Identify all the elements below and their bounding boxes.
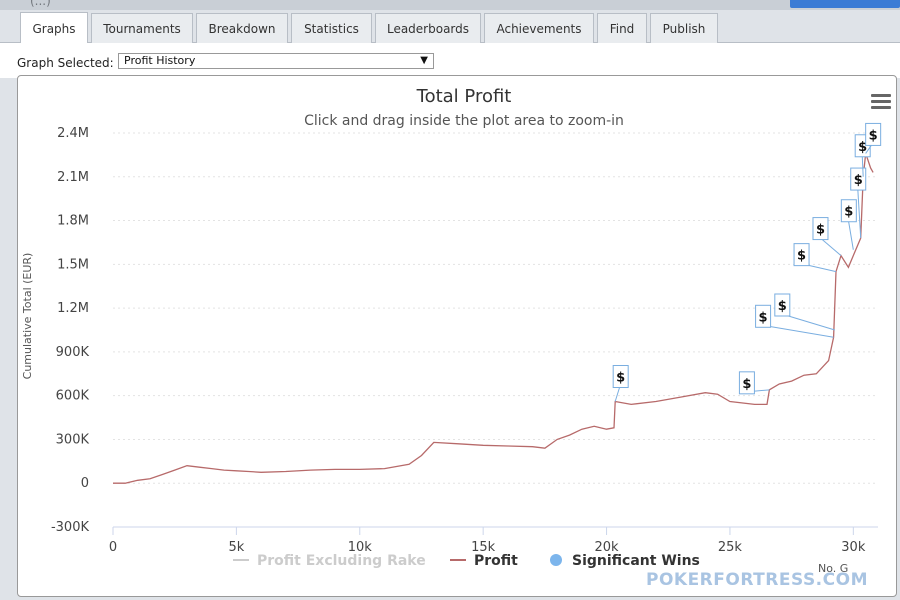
flag-box (755, 304, 772, 328)
y-axis-label: Cumulative Total (EUR) (21, 253, 34, 380)
legend-label: Profit Excluding Rake (257, 553, 426, 569)
series-line-profit (113, 153, 874, 484)
flag-box (774, 293, 791, 317)
x-tick-label: 25k (718, 540, 743, 555)
graph-selector-row: Graph Selected: Profit History ▼ (0, 43, 900, 78)
flag-box (793, 243, 810, 267)
tab-publish[interactable]: Publish (650, 13, 718, 43)
flag-label: $ (759, 310, 768, 325)
watermark-text: POKERFORTRESS.COM (645, 570, 868, 590)
legend-item[interactable]: Profit (450, 553, 518, 569)
significant-win-flag[interactable]: $ (755, 304, 834, 338)
flag-connector (819, 237, 842, 256)
significant-win-flag[interactable]: $ (612, 365, 629, 402)
flag-label: $ (854, 173, 863, 188)
flag-label: $ (844, 205, 853, 220)
tab-breakdown[interactable]: Breakdown (196, 13, 288, 43)
y-tick-label: 900K (56, 345, 90, 360)
y-axis-ticks: 2.4M 2.1M 1.8M 1.5M 1.2M 900K 600K 300K 0 -300K (51, 126, 90, 535)
flag-connector (857, 188, 862, 239)
tab-find[interactable]: Find (597, 13, 647, 43)
y-tick-label: 1.2M (57, 301, 89, 316)
legend-label: Profit (474, 553, 518, 569)
significant-win-flag[interactable]: $ (850, 167, 867, 239)
graph-select-dropdown[interactable]: Profit History ▼ (118, 53, 434, 69)
tab-statistics[interactable]: Statistics (291, 13, 372, 43)
chart-container: Total Profit Click and drag inside the p… (17, 75, 897, 597)
tab-leaderboards[interactable]: Leaderboards (375, 13, 481, 43)
chart-title: Total Profit (416, 86, 512, 107)
flag-box (865, 122, 882, 146)
x-tick-label: 0 (109, 540, 117, 555)
flag-box (850, 167, 867, 191)
x-tick-label: 5k (228, 540, 244, 555)
flag-connector (762, 324, 834, 338)
x-axis-label: No. G (818, 562, 848, 575)
y-tick-label: 2.4M (57, 126, 89, 141)
significant-win-flag[interactable]: $ (774, 293, 835, 331)
flag-connector (614, 385, 621, 402)
y-tick-label: 0 (81, 476, 89, 491)
legend-item[interactable]: Profit Excluding Rake (233, 553, 426, 569)
significant-win-flag[interactable]: $ (840, 199, 857, 250)
flag-label: $ (616, 371, 625, 386)
flag-connector (861, 154, 864, 177)
chart-legend: Profit Excluding Rake Profit Significant W… (233, 553, 700, 569)
y-tick-label: -300K (51, 520, 90, 535)
x-tick-label: 10k (348, 540, 373, 555)
graph-selected-label: Graph Selected: (17, 56, 114, 70)
header-action-button[interactable] (790, 0, 900, 8)
significant-win-flag[interactable]: $ (865, 122, 882, 154)
significant-win-flag[interactable]: $ (738, 371, 770, 395)
significant-wins-layer: $ $$$$$$$$$ (612, 122, 882, 402)
significant-win-flag[interactable]: $ (793, 243, 837, 273)
x-axis-ticks: 0 5k 10k 15k 20k 25k 30k (109, 526, 878, 555)
legend-circle-marker (550, 554, 562, 566)
x-tick-label: 15k (471, 540, 496, 555)
flag-box (738, 371, 755, 395)
window-title-partial: (...) (30, 0, 51, 8)
tab-graphs[interactable]: Graphs (20, 12, 88, 44)
flag-connector (847, 219, 854, 250)
tab-achievements[interactable]: Achievements (484, 13, 594, 43)
flag-label: $ (797, 249, 806, 264)
x-tick-label: 30k (841, 540, 866, 555)
legend-item[interactable]: Significant Wins (550, 553, 700, 569)
y-tick-label: 1.5M (57, 257, 89, 272)
flag-label: $ (742, 377, 751, 392)
y-tick-label: 2.1M (57, 170, 89, 185)
top-bar: (...) (0, 0, 900, 10)
significant-win-flag[interactable]: $ (812, 217, 842, 256)
graph-select-value: Profit History (124, 54, 196, 67)
flag-label: $ (778, 299, 787, 314)
profit-chart[interactable]: Total Profit Click and drag inside the p… (18, 76, 896, 596)
series-layer (113, 153, 874, 484)
x-tick-label: 20k (595, 540, 620, 555)
chart-menu-icon[interactable] (871, 94, 891, 110)
y-tick-label: 300K (56, 432, 90, 447)
grid-lines (113, 132, 878, 528)
y-tick-label: 1.8M (57, 214, 89, 229)
tab-bar: Graphs Tournaments Breakdown Statistics … (0, 10, 900, 44)
flag-label: $ (816, 223, 825, 238)
legend-label: Significant Wins (572, 553, 700, 569)
flag-label: $ (858, 140, 867, 155)
dropdown-arrow-icon: ▼ (420, 55, 428, 66)
flag-box (840, 199, 857, 223)
flag-label: $ (869, 128, 878, 143)
flag-box (612, 365, 629, 389)
y-tick-label: 600K (56, 389, 90, 404)
flag-connector (781, 313, 835, 331)
tab-tournaments[interactable]: Tournaments (91, 13, 193, 43)
flag-box (812, 217, 829, 241)
chart-subtitle: Click and drag inside the plot area to z… (304, 113, 624, 129)
